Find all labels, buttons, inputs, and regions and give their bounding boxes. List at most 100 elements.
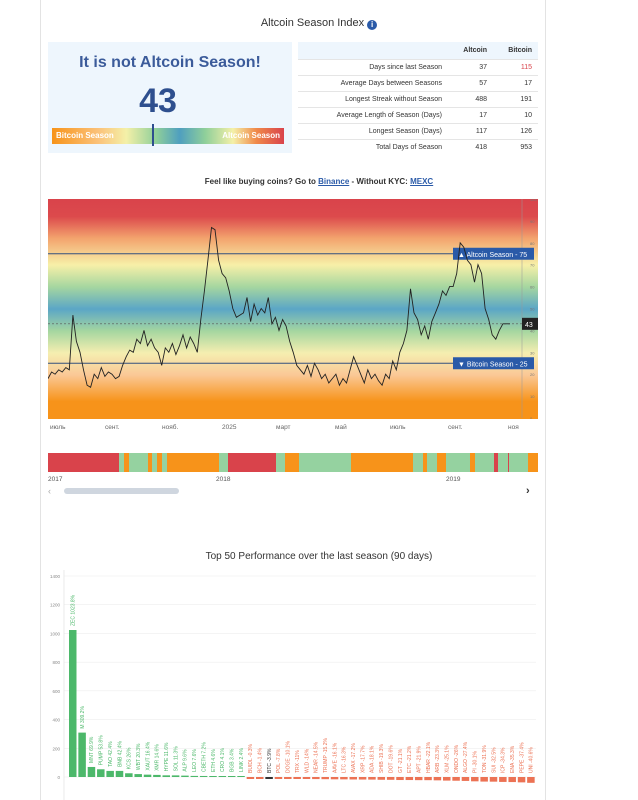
gauge-right-label: Altcoin Season: [222, 131, 280, 140]
bar[interactable]: [368, 777, 376, 780]
bar[interactable]: [78, 732, 86, 777]
y-tick-label: 800: [52, 660, 60, 665]
bar-data-label: MNT 69.9%: [89, 736, 95, 763]
bar[interactable]: [162, 775, 171, 777]
bar-data-label: LINK 2.4%: [239, 748, 245, 772]
bar[interactable]: [246, 777, 255, 779]
timeline-segment: [161, 453, 167, 472]
y-tick-label: 30: [530, 350, 535, 355]
bar[interactable]: [461, 777, 470, 781]
bar[interactable]: [199, 775, 208, 777]
bar[interactable]: [358, 777, 367, 780]
bar[interactable]: [181, 775, 189, 777]
bar[interactable]: [190, 775, 199, 777]
bar[interactable]: [489, 777, 498, 782]
bar-data-label: BCH -1.4%: [258, 747, 264, 773]
bar[interactable]: [218, 776, 227, 777]
bar[interactable]: [508, 777, 516, 783]
bar-data-label: ADA -18.1%: [370, 745, 376, 773]
timeline-scrollbar[interactable]: [64, 488, 179, 494]
gauge-left-label: Bitcoin Season: [56, 131, 114, 140]
binance-link[interactable]: Binance: [318, 177, 350, 186]
x-tick-label: нояб.: [162, 424, 179, 431]
bar[interactable]: [265, 777, 273, 779]
bar[interactable]: [386, 777, 395, 780]
season-index-value: 43: [139, 82, 177, 120]
bar-data-label: ALGO -27.4%: [463, 741, 469, 773]
timeline-segment: [427, 453, 437, 472]
info-circle-icon[interactable]: i: [367, 20, 378, 30]
bar[interactable]: [330, 777, 339, 780]
bar[interactable]: [377, 777, 386, 780]
mexc-link[interactable]: MEXC: [410, 177, 434, 186]
season-timeline-navigator[interactable]: [48, 453, 538, 472]
threshold-label-box: [453, 247, 534, 260]
bar[interactable]: [153, 774, 161, 777]
scroll-left-icon[interactable]: ‹: [48, 486, 51, 496]
timeline-segment: [422, 453, 428, 472]
bar[interactable]: [321, 777, 329, 780]
timeline-segment: [119, 453, 124, 472]
season-headline: It is not Altcoin Season!: [79, 54, 261, 71]
bar[interactable]: [97, 769, 105, 777]
bar[interactable]: [302, 777, 311, 780]
bar[interactable]: [106, 770, 114, 777]
timeline-segment: [436, 453, 447, 472]
bar[interactable]: [452, 777, 460, 781]
bar[interactable]: [414, 777, 423, 781]
bar-data-label: NEAR -14.5%: [314, 741, 320, 773]
bar[interactable]: [237, 776, 245, 777]
stats-cell: 115: [493, 58, 538, 75]
bar[interactable]: [349, 777, 358, 780]
bar[interactable]: [443, 777, 451, 781]
x-tick-label: сент.: [105, 424, 120, 431]
stats-row: Average Length of Season (Days) 17 10: [298, 106, 538, 123]
x-tick-label: 2025: [222, 424, 237, 431]
bar[interactable]: [227, 776, 236, 777]
bar[interactable]: [256, 777, 264, 779]
y-tick-label: 0: [57, 775, 60, 780]
bar-data-label: DOGE -10.1%: [286, 740, 292, 773]
scroll-right-icon[interactable]: ›: [526, 485, 530, 497]
bar[interactable]: [433, 777, 442, 781]
bar[interactable]: [115, 770, 124, 777]
column-header: Altcoin: [448, 42, 493, 59]
bar[interactable]: [87, 766, 96, 777]
bar[interactable]: [312, 777, 320, 780]
bar[interactable]: [396, 777, 404, 781]
bar[interactable]: [134, 774, 142, 777]
bar[interactable]: [499, 777, 507, 782]
bar[interactable]: [340, 777, 348, 780]
bar-data-label: BNB 42.4%: [117, 741, 123, 767]
timeline-year-label: 2019: [446, 476, 461, 483]
stats-cell: 117: [448, 122, 493, 139]
bar[interactable]: [517, 777, 526, 783]
stats-cell: 488: [448, 90, 493, 107]
timeline-segment: [275, 453, 286, 472]
timeline-segment: [152, 453, 158, 472]
bar[interactable]: [527, 777, 535, 783]
bar[interactable]: [274, 777, 283, 779]
bar[interactable]: [293, 777, 301, 779]
bar-data-label: AVAX -17.2%: [351, 743, 357, 773]
timeline-segment: [199, 453, 219, 472]
timeline-segment: [157, 453, 162, 472]
bar[interactable]: [284, 777, 292, 779]
bar-data-label: TRUMP -15.2%: [323, 738, 329, 773]
bar[interactable]: [209, 776, 217, 777]
bar[interactable]: [471, 777, 479, 782]
bar[interactable]: [171, 775, 180, 777]
bar[interactable]: [424, 777, 432, 781]
bar[interactable]: [480, 777, 488, 782]
bar-data-label: TAO 42.4%: [108, 741, 114, 767]
bar[interactable]: [125, 773, 133, 777]
y-tick-label: 600: [52, 689, 60, 694]
timeline-segment: [128, 453, 148, 472]
bar[interactable]: [69, 630, 77, 777]
stats-cell: 37: [448, 58, 493, 75]
bar[interactable]: [143, 774, 152, 777]
timeline-segment: [528, 453, 538, 472]
y-tick-label: 80: [530, 241, 535, 246]
bar-data-label: SHIB -19.3%: [379, 744, 385, 773]
bar[interactable]: [405, 777, 414, 781]
